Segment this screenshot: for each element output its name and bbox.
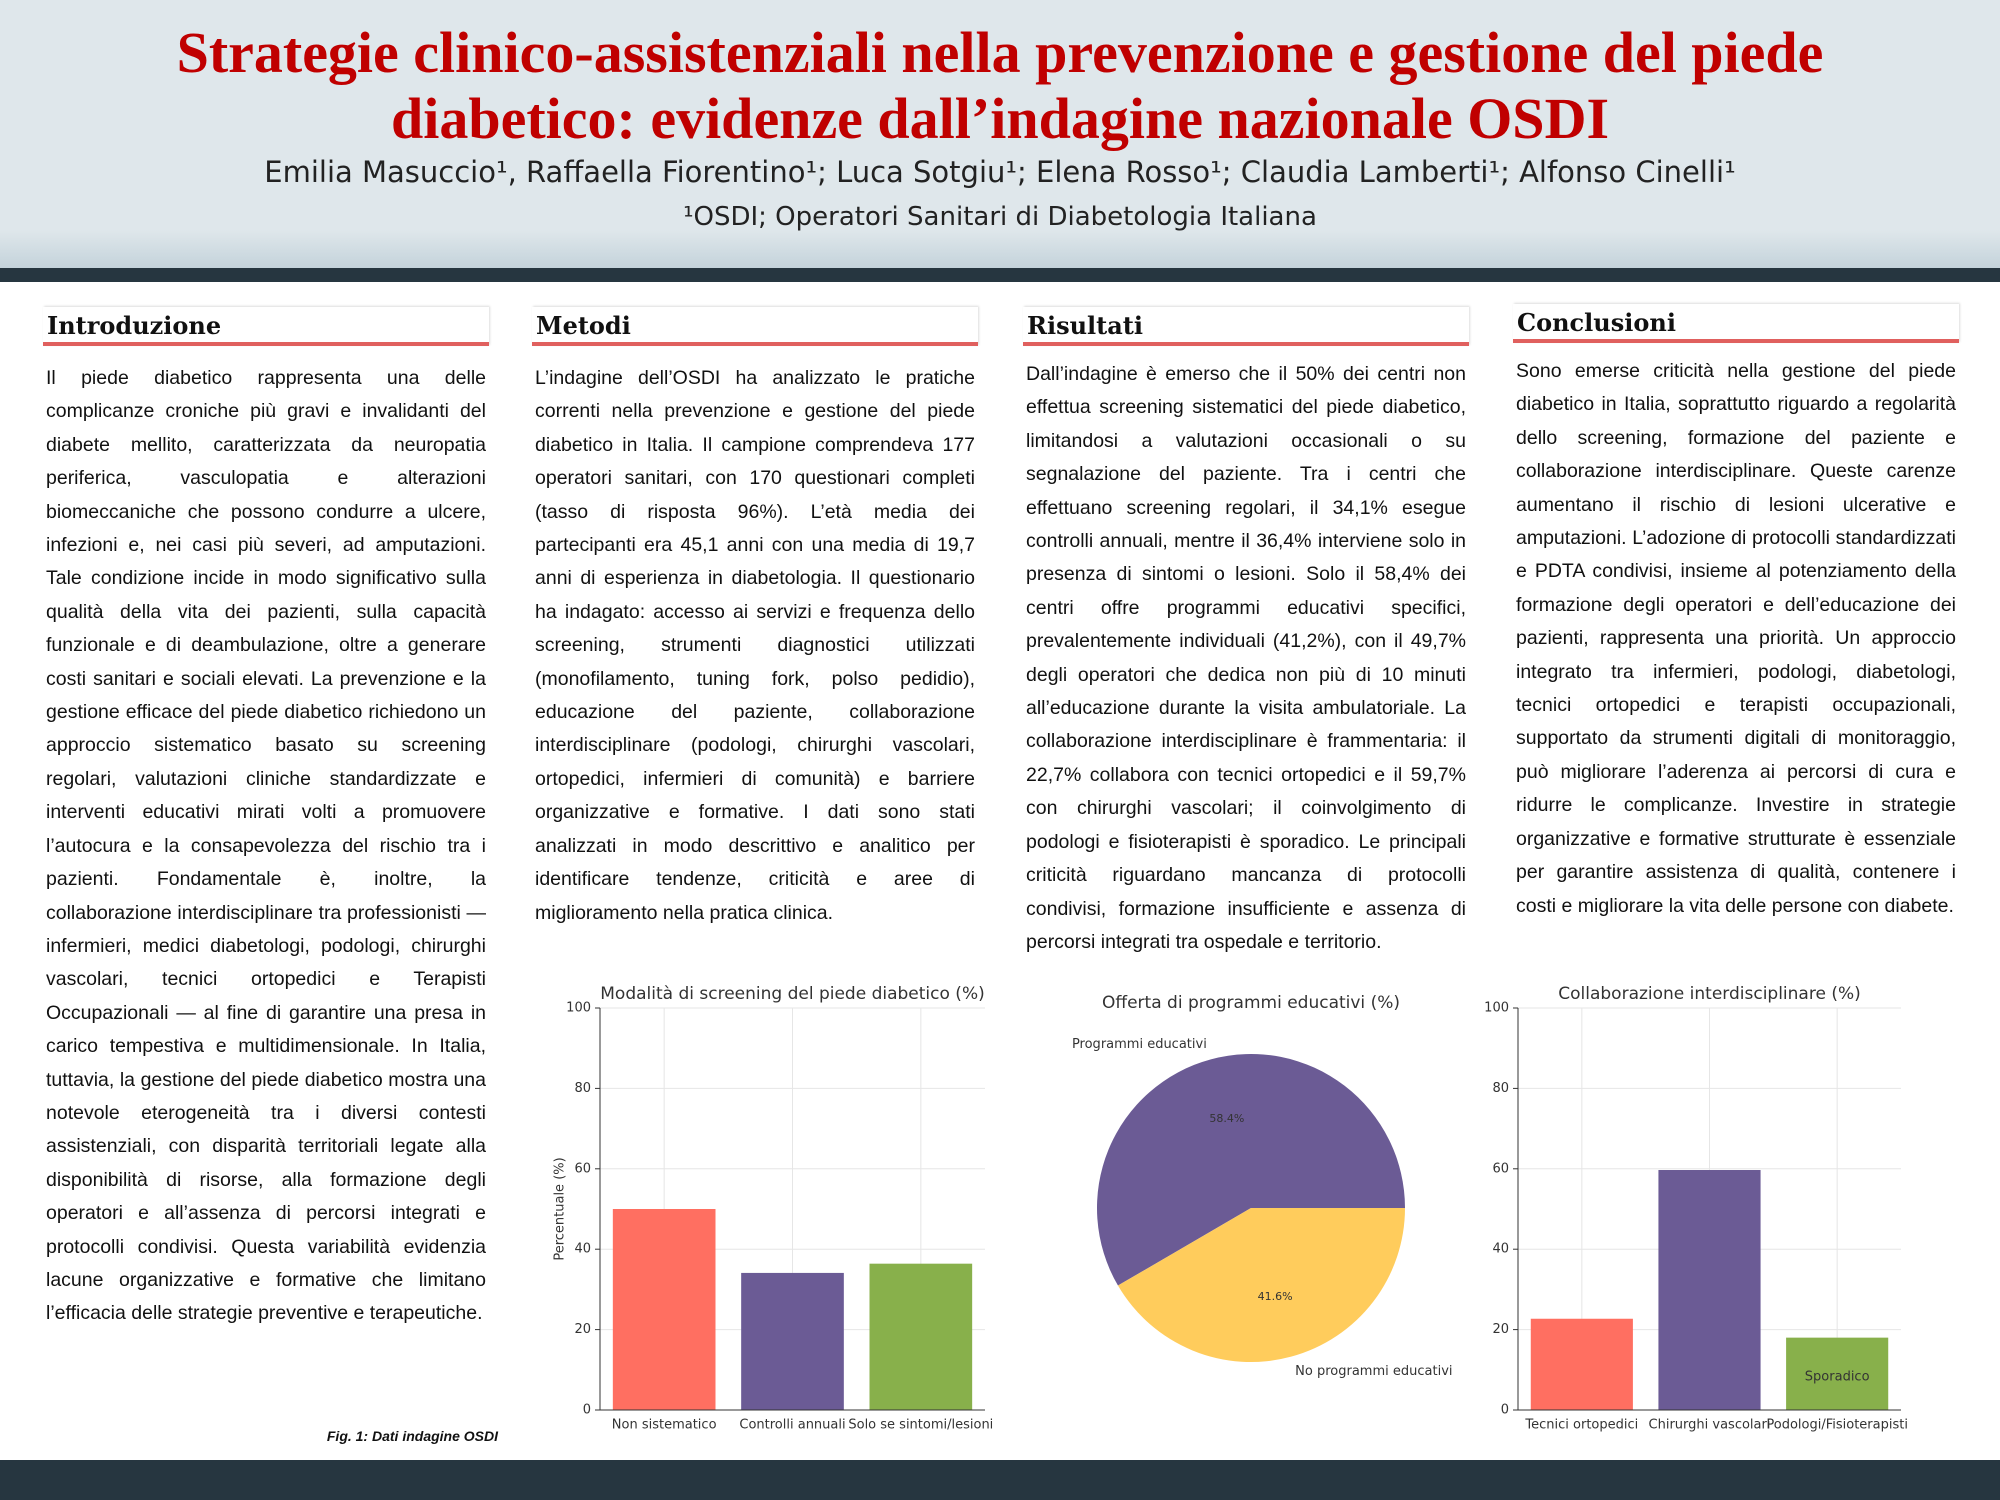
y-tick-label: 60 xyxy=(1492,1161,1509,1176)
y-tick-label: 40 xyxy=(574,1242,591,1257)
x-tick-label: Chirurghi vascolari xyxy=(1649,1418,1771,1433)
x-tick-label: Podologi/Fisioterapisti xyxy=(1766,1418,1908,1433)
x-tick-label: Controlli annuali xyxy=(739,1418,845,1433)
figure-caption: Fig. 1: Dati indagine OSDI xyxy=(326,1428,498,1444)
bar xyxy=(1658,1170,1761,1410)
section-text: L’indagine dell’OSDI ha analizzato le pr… xyxy=(535,367,975,924)
section-text: Sono emerse criticità nella gestione del… xyxy=(1516,360,1956,917)
bar-annotation: Sporadico xyxy=(1805,1369,1870,1384)
y-tick-label: 40 xyxy=(1492,1242,1509,1257)
pie-slice xyxy=(1117,1208,1405,1362)
x-tick-label: Non sistematico xyxy=(612,1418,717,1433)
bar xyxy=(1786,1337,1889,1410)
y-tick-label: 100 xyxy=(1484,1001,1509,1016)
chart-title: Collaborazione interdisciplinare (%) xyxy=(1558,984,1861,1004)
y-tick-label: 80 xyxy=(1492,1081,1509,1096)
y-tick-label: 0 xyxy=(583,1403,591,1418)
bar xyxy=(869,1263,973,1410)
y-tick-label: 60 xyxy=(574,1161,591,1176)
bar xyxy=(612,1209,716,1410)
x-tick-label: Solo se sintomi/lesioni xyxy=(848,1418,993,1433)
slice-label: Programmi educativi xyxy=(1072,1037,1207,1052)
section-text: Il piede diabetico rappresenta una delle… xyxy=(46,367,486,1325)
header-band xyxy=(0,0,2000,268)
y-tick-label: 100 xyxy=(566,1001,591,1016)
affiliation: ¹OSDI; Operatori Sanitari di Diabetologi… xyxy=(683,202,1317,232)
section: Conclusioni Sono emerse criticità nella … xyxy=(1513,304,1959,923)
footer-band xyxy=(0,1460,2000,1500)
chart-title: Offerta di programmi educativi (%) xyxy=(1102,993,1400,1013)
x-tick-label: Tecnici ortopedici xyxy=(1524,1418,1638,1433)
y-axis-label: Percentuale (%) xyxy=(553,1157,568,1260)
section-text: Dall’indagine è emerso che il 50% dei ce… xyxy=(1026,363,1466,953)
slice-value-label: 58.4% xyxy=(1209,1112,1244,1125)
y-tick-label: 20 xyxy=(574,1322,591,1337)
pie-slice xyxy=(1097,1054,1405,1286)
section-heading: Metodi xyxy=(532,307,978,346)
section-heading: Introduzione xyxy=(43,307,489,346)
y-tick-label: 20 xyxy=(1492,1322,1509,1337)
chart-title: Modalità di screening del piede diabetic… xyxy=(600,984,984,1004)
section: Risultati Dall’indagine è emerso che il … xyxy=(1023,307,1469,959)
slice-value-label: 41.6% xyxy=(1258,1290,1293,1303)
section-heading: Conclusioni xyxy=(1513,304,1959,343)
y-tick-label: 0 xyxy=(1501,1403,1509,1418)
section-heading: Risultati xyxy=(1023,307,1469,346)
y-tick-label: 80 xyxy=(574,1081,591,1096)
section: Introduzione Il piede diabetico rapprese… xyxy=(43,307,489,1331)
bar xyxy=(741,1272,844,1410)
authors: Emilia Masuccio¹, Raffaella Fiorentino¹;… xyxy=(264,155,1736,189)
header-strip xyxy=(0,268,2000,282)
poster-title: Strategie clinico-assistenziali nella pr… xyxy=(176,20,1824,151)
section: Metodi L’indagine dell’OSDI ha analizzat… xyxy=(532,307,978,930)
bar xyxy=(1530,1318,1633,1410)
slice-label: No programmi educativi xyxy=(1295,1364,1452,1379)
